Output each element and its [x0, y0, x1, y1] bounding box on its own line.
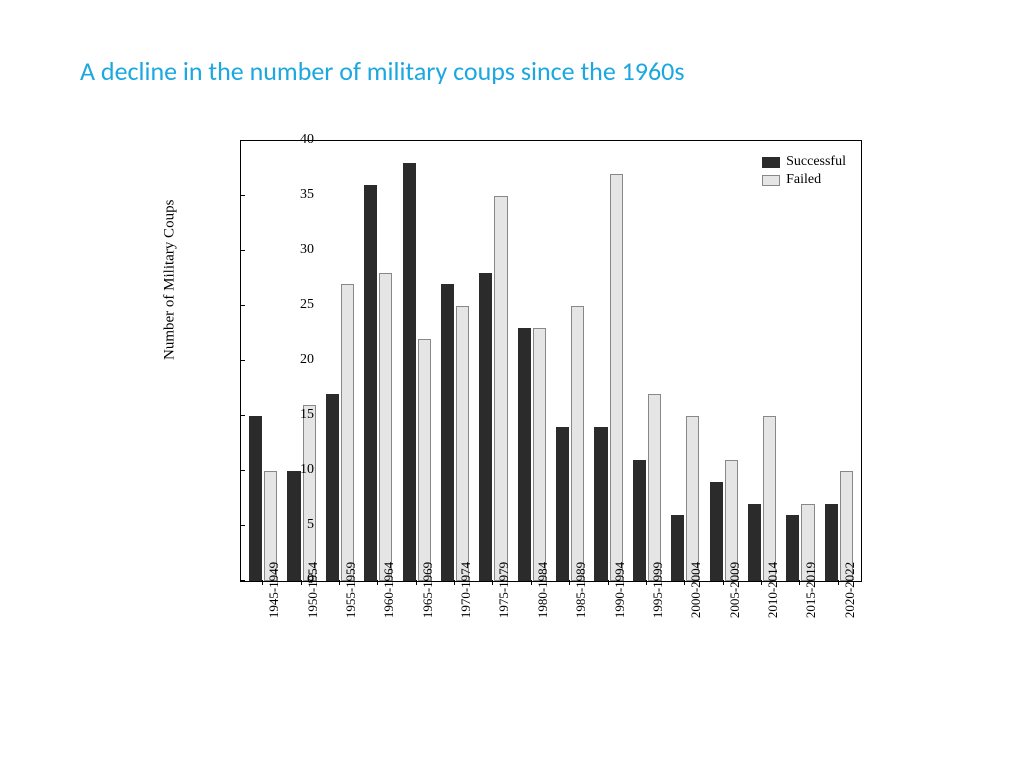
bar-dark — [479, 273, 492, 581]
y-tick — [240, 525, 245, 527]
x-tick-label: 2000-2004 — [688, 562, 704, 618]
bar-dark — [786, 515, 799, 581]
bar-light — [303, 405, 316, 581]
legend-item-successful: Successful — [762, 153, 846, 171]
bar-light — [763, 416, 776, 581]
bar-light — [341, 284, 354, 581]
y-axis-label: Number of Military Coups — [162, 200, 179, 360]
x-tick — [454, 580, 456, 585]
y-tick-label: 15 — [284, 407, 314, 423]
x-tick-label: 1980-1984 — [535, 562, 551, 618]
bar-light — [571, 306, 584, 581]
x-tick-label: 1985-1989 — [573, 562, 589, 618]
x-tick — [723, 580, 725, 585]
coups-chart: Number of Military Coups Successful Fail… — [180, 140, 880, 700]
bar-dark — [403, 163, 416, 581]
bar-dark — [249, 416, 262, 581]
bar-light — [648, 394, 661, 581]
bar-dark — [825, 504, 838, 581]
bar-dark — [364, 185, 377, 581]
x-tick — [799, 580, 801, 585]
y-tick — [240, 250, 245, 252]
y-tick — [240, 360, 245, 362]
y-tick — [240, 195, 245, 197]
y-tick-label: 25 — [284, 297, 314, 313]
legend-swatch-dark — [762, 157, 780, 168]
x-tick-label: 2010-2014 — [765, 562, 781, 618]
x-tick — [416, 580, 418, 585]
x-tick-label: 1995-1999 — [650, 562, 666, 618]
page-title: A decline in the number of military coup… — [80, 55, 685, 87]
x-tick — [569, 580, 571, 585]
x-tick-label: 2020-2022 — [842, 562, 858, 618]
bar-dark — [556, 427, 569, 581]
legend: Successful Failed — [762, 153, 846, 189]
x-tick-label: 1945-1949 — [266, 562, 282, 618]
x-tick-label: 1950-1954 — [305, 562, 321, 618]
bar-light — [686, 416, 699, 581]
bar-dark — [594, 427, 607, 581]
bar-light — [610, 174, 623, 581]
bar-dark — [518, 328, 531, 581]
x-tick — [301, 580, 303, 585]
x-tick-label: 1965-1969 — [420, 562, 436, 618]
x-tick — [838, 580, 840, 585]
x-tick — [339, 580, 341, 585]
x-tick — [608, 580, 610, 585]
bar-dark — [326, 394, 339, 581]
y-tick-label: 30 — [284, 242, 314, 258]
bar-dark — [633, 460, 646, 581]
y-tick-label: 20 — [284, 352, 314, 368]
y-tick-label: 10 — [284, 462, 314, 478]
y-tick — [240, 305, 245, 307]
bar-dark — [671, 515, 684, 581]
x-tick-label: 2005-2009 — [727, 562, 743, 618]
bar-light — [456, 306, 469, 581]
plot-area: Successful Failed — [240, 140, 862, 582]
x-tick-label: 1960-1964 — [381, 562, 397, 618]
x-tick — [531, 580, 533, 585]
x-tick — [492, 580, 494, 585]
x-tick-label: 2015-2019 — [803, 562, 819, 618]
bar-light — [418, 339, 431, 581]
legend-swatch-light — [762, 175, 780, 186]
y-tick-label: 40 — [284, 132, 314, 148]
y-tick — [240, 580, 245, 582]
x-tick — [646, 580, 648, 585]
bar-light — [379, 273, 392, 581]
bar-dark — [710, 482, 723, 581]
x-tick-label: 1955-1959 — [343, 562, 359, 618]
y-tick — [240, 470, 245, 472]
y-tick-label: 5 — [284, 517, 314, 533]
x-tick-label: 1975-1979 — [496, 562, 512, 618]
x-tick — [262, 580, 264, 585]
bar-dark — [441, 284, 454, 581]
bar-light — [494, 196, 507, 581]
x-tick — [761, 580, 763, 585]
y-tick-label: 35 — [284, 187, 314, 203]
legend-label: Failed — [786, 172, 821, 188]
y-tick — [240, 140, 245, 142]
y-tick — [240, 415, 245, 417]
bar-light — [533, 328, 546, 581]
bar-dark — [748, 504, 761, 581]
legend-item-failed: Failed — [762, 171, 846, 189]
x-tick-label: 1970-1974 — [458, 562, 474, 618]
legend-label: Successful — [786, 154, 846, 170]
x-tick — [377, 580, 379, 585]
x-tick — [684, 580, 686, 585]
x-tick-label: 1990-1994 — [612, 562, 628, 618]
